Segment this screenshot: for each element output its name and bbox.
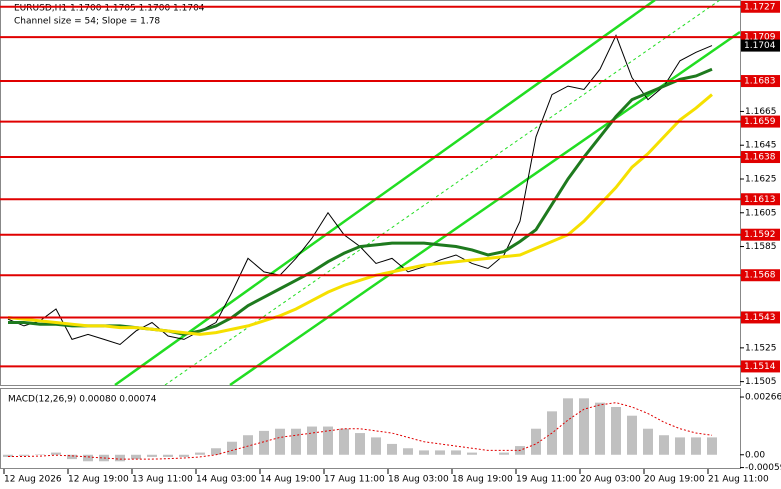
macd-bar: [243, 435, 253, 455]
x-tick-label: 14 Aug 19:00: [260, 475, 321, 485]
macd-frame: [0, 388, 741, 469]
y-tick-label: 1.1645: [745, 141, 777, 151]
macd-bar: [115, 454, 125, 462]
x-tick-label: 12 Aug 2026: [4, 475, 62, 485]
x-tick-label: 20 Aug 03:00: [580, 475, 641, 485]
y-tick-label: 1.1525: [745, 343, 777, 353]
macd-bar: [627, 415, 637, 455]
macd-bar: [707, 437, 717, 455]
macd-bar: [467, 452, 477, 455]
macd-bar: [611, 407, 621, 455]
macd-title: MACD(12,26,9) 0.00080 0.00074: [8, 395, 157, 405]
x-tick-label: 19 Aug 11:00: [516, 475, 577, 485]
macd-bar: [451, 450, 461, 455]
x-tick-label: 18 Aug 19:00: [452, 475, 513, 485]
x-tick-label: 17 Aug 11:00: [324, 475, 385, 485]
signal-line: [8, 402, 713, 460]
macd-bar: [387, 443, 397, 455]
macd-bar: [307, 426, 317, 455]
level-label-box: [741, 360, 780, 373]
x-tick-label: 18 Aug 03:00: [388, 475, 449, 485]
macd-bar: [291, 428, 301, 455]
channel-midline: [164, 0, 721, 386]
price-frame: [0, 0, 741, 386]
y-tick-label: 1.1585: [745, 242, 777, 252]
macd-bar: [211, 448, 221, 455]
level-label-box: [741, 311, 780, 324]
level-label: 1.1638: [744, 153, 776, 163]
macd-bar: [227, 441, 237, 455]
macd-bar: [355, 433, 365, 455]
macd-bar: [659, 435, 669, 455]
macd-bar: [3, 454, 13, 457]
level-label-box: [741, 151, 780, 164]
y-tick-label: 1.1505: [745, 377, 777, 387]
macd-bar: [131, 454, 141, 460]
level-label-box: [741, 75, 780, 88]
x-tick-label: 12 Aug 19:00: [68, 475, 129, 485]
macd-bar: [563, 398, 573, 455]
macd-bar: [83, 454, 93, 462]
macd-bar: [675, 437, 685, 455]
chart-subtitle: Channel size = 54; Slope = 1.78: [14, 17, 160, 27]
macd-bar: [19, 454, 29, 456]
macd-bar: [259, 430, 269, 455]
x-tick-label: 20 Aug 19:00: [644, 475, 705, 485]
x-tick-label: 14 Aug 03:00: [196, 475, 257, 485]
macd-bar: [179, 454, 189, 457]
macd-bar: [275, 428, 285, 455]
level-label-box: [741, 115, 780, 128]
macd-bar: [531, 428, 541, 455]
macd-bar: [435, 450, 445, 455]
y-tick-label: 0.00266: [745, 393, 781, 403]
channel-line: [114, 0, 656, 387]
macd-bar: [643, 428, 653, 455]
y-tick-label: 0.00: [745, 450, 765, 460]
level-label: 1.1659: [744, 117, 776, 127]
level-label: 1.1568: [744, 271, 776, 281]
level-label: 1.1709: [744, 33, 776, 43]
y-tick-label: 1.1625: [745, 174, 777, 184]
level-label-box: [741, 193, 780, 206]
level-label-box: [741, 228, 780, 241]
macd-bar: [195, 452, 205, 455]
x-tick-label: 21 Aug 11:00: [708, 475, 769, 485]
level-label-box: [741, 269, 780, 282]
macd-bar: [403, 448, 413, 455]
macd-bar: [339, 428, 349, 455]
last-price-label: 1.1704: [744, 41, 776, 51]
macd-bar: [371, 437, 381, 455]
macd-bar: [67, 454, 77, 460]
x-tick-label: 13 Aug 11:00: [132, 475, 193, 485]
y-tick-label: -0.00059: [745, 463, 781, 473]
y-tick-label: 1.1605: [745, 208, 777, 218]
macd-bar: [579, 398, 589, 455]
macd-bar: [163, 454, 173, 457]
level-label: 1.1514: [744, 362, 776, 372]
level-label: 1.1727: [744, 2, 776, 12]
level-label: 1.1543: [744, 313, 776, 323]
macd-bar: [51, 452, 61, 455]
chart-title: EURUSD,H1 1.1700 1.1705 1.1700 1.1704: [14, 4, 205, 14]
macd-bar: [147, 454, 157, 457]
y-tick-label: 1.1665: [745, 107, 777, 117]
last-price-box: [741, 39, 780, 52]
macd-bar: [499, 452, 509, 455]
macd-bar: [323, 426, 333, 455]
macd-bar: [419, 450, 429, 455]
macd-bar: [595, 402, 605, 455]
level-label-box: [741, 0, 780, 13]
level-label: 1.1613: [744, 195, 776, 205]
macd-bar: [691, 437, 701, 455]
moving-average: [7, 93, 713, 336]
level-label: 1.1683: [744, 77, 776, 87]
level-label: 1.1592: [744, 230, 776, 240]
